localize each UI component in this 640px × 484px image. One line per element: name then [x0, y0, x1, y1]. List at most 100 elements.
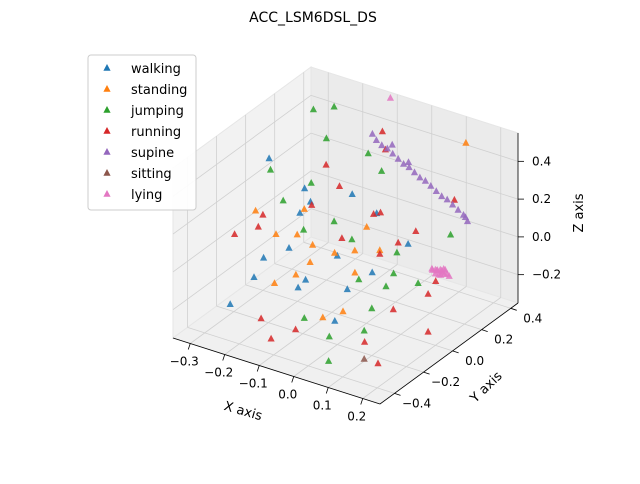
point-lying [428, 264, 436, 272]
x-tick [291, 376, 295, 383]
point-running [259, 210, 267, 218]
y-axis-label: Y axis [467, 369, 506, 407]
series-sitting [360, 355, 368, 362]
point-standing [292, 270, 300, 278]
point-supine [443, 195, 451, 203]
point-walking [368, 268, 376, 276]
point-running [432, 277, 440, 284]
x-axis-label: X axis [222, 399, 264, 424]
x-grid-line [328, 286, 467, 388]
point-supine [427, 182, 435, 189]
series-lying [386, 94, 453, 279]
point-jumping [348, 235, 356, 243]
point-running [335, 182, 344, 189]
x-tick [222, 354, 226, 361]
z-tick-label: 0.0 [532, 230, 551, 244]
point-jumping [393, 248, 401, 256]
point-supine [432, 187, 440, 194]
point-jumping [355, 275, 363, 283]
point-running [378, 127, 386, 135]
point-jumping [382, 282, 390, 290]
point-jumping [414, 279, 422, 286]
y-tick [394, 392, 401, 396]
point-supine [378, 141, 386, 149]
point-walking [301, 184, 309, 192]
z-grid-line [310, 94, 519, 162]
chart-title: ACC_LSM6DSL_DS [249, 10, 377, 26]
legend-box [87, 54, 197, 211]
point-jumping [378, 167, 386, 174]
point-supine [416, 173, 424, 181]
x-tick [360, 398, 364, 405]
z-tick-label: 0.4 [532, 154, 551, 168]
x-axis-line [172, 337, 381, 405]
legend-label-walking: walking [131, 62, 181, 77]
legend-label-jumping: jumping [130, 104, 184, 119]
x-grid-line [293, 275, 432, 377]
point-walking [265, 154, 273, 162]
point-supine [389, 149, 397, 157]
y-grid-line [274, 263, 482, 330]
x-grid-line [224, 253, 363, 355]
z-grid-line [172, 170, 312, 273]
point-standing [351, 268, 359, 276]
point-jumping [300, 225, 308, 233]
legend-marker-lying [103, 190, 111, 197]
point-supine [449, 200, 457, 208]
point-jumping [368, 304, 376, 312]
point-standing [270, 279, 279, 286]
point-jumping [279, 196, 287, 204]
y-grid-line [303, 241, 511, 309]
point-running [376, 250, 384, 257]
point-walking [296, 209, 304, 216]
x-tick [187, 343, 191, 350]
z-tick-label: 0.2 [532, 192, 551, 206]
point-supine [388, 140, 396, 148]
point-standing [462, 138, 470, 146]
point-jumping [266, 165, 275, 173]
point-jumping [307, 179, 315, 186]
series-supine [368, 129, 472, 225]
legend-marker-running [103, 127, 111, 134]
legend-label-supine: supine [131, 146, 174, 161]
point-running [376, 208, 385, 216]
point-walking [331, 317, 339, 324]
point-standing [306, 258, 314, 265]
point-jumping [360, 326, 368, 334]
z-grid-line [172, 208, 312, 310]
point-sitting [360, 355, 368, 362]
point-walking [343, 285, 351, 293]
point-standing [339, 307, 347, 315]
y-grid-line [187, 326, 395, 394]
y-axis-line [379, 302, 519, 405]
z-grid-line [310, 132, 519, 200]
x-grid-line [259, 264, 398, 366]
point-standing [252, 206, 260, 214]
y-tick-label: 0.2 [494, 333, 513, 347]
y-tick-label: 0.0 [465, 354, 484, 368]
point-supine [463, 217, 472, 225]
point-running [389, 305, 397, 313]
point-lying [445, 272, 453, 279]
point-jumping [390, 269, 398, 277]
point-supine [394, 154, 402, 162]
point-running [374, 359, 382, 367]
point-supine [421, 176, 429, 184]
point-jumping [330, 217, 338, 225]
point-lying [431, 269, 439, 277]
z-grid-line [310, 208, 519, 276]
x-tick [256, 365, 260, 372]
point-walking [260, 253, 268, 261]
y-tick-label: −0.2 [431, 375, 460, 389]
legend-marker-supine [103, 148, 111, 155]
x-tick-label: 0.1 [313, 399, 332, 413]
y-tick-label: 0.4 [523, 311, 542, 325]
z-grid-line [310, 170, 519, 238]
point-supine [438, 192, 446, 200]
point-running [231, 230, 239, 237]
data-points [226, 94, 472, 367]
legend-label-lying: lying [131, 188, 162, 203]
point-running [254, 222, 262, 230]
